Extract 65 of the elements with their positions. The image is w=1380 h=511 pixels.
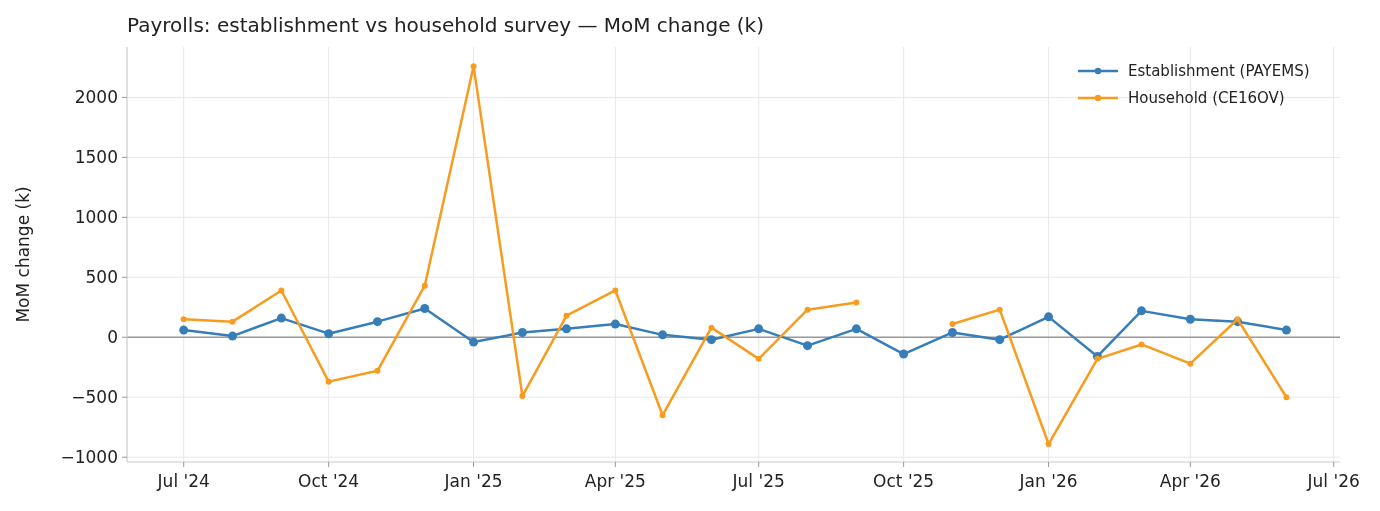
point bbox=[1281, 325, 1291, 335]
point bbox=[1185, 314, 1195, 324]
point bbox=[803, 341, 813, 351]
point bbox=[706, 335, 716, 345]
point bbox=[853, 299, 860, 306]
point bbox=[420, 303, 430, 313]
y-tick-label: 2000 bbox=[74, 87, 118, 108]
x-tick-label: Jul '25 bbox=[731, 471, 785, 491]
point bbox=[374, 367, 381, 374]
point bbox=[325, 378, 332, 385]
point bbox=[1283, 394, 1290, 401]
point bbox=[804, 306, 811, 313]
x-tick-label: Jan '25 bbox=[443, 471, 503, 491]
y-tick-label: 500 bbox=[85, 267, 118, 288]
point bbox=[469, 337, 479, 347]
y-tick-label: 1500 bbox=[74, 147, 118, 168]
y-tick-label: 0 bbox=[107, 327, 118, 348]
y-tick-label: 1000 bbox=[74, 207, 118, 228]
point bbox=[517, 327, 527, 337]
point bbox=[996, 306, 1003, 313]
point bbox=[229, 318, 236, 325]
point bbox=[1138, 341, 1145, 348]
point bbox=[562, 324, 572, 334]
point bbox=[1137, 306, 1147, 316]
point bbox=[754, 324, 764, 334]
x-tick-label: Apr '25 bbox=[584, 471, 646, 491]
point bbox=[180, 316, 187, 323]
point bbox=[179, 325, 189, 335]
point bbox=[658, 330, 668, 340]
x-tick-label: Jul '26 bbox=[1306, 471, 1360, 491]
point bbox=[1187, 360, 1194, 367]
point bbox=[1234, 316, 1241, 323]
point bbox=[708, 324, 715, 331]
point bbox=[899, 349, 909, 359]
point bbox=[995, 335, 1005, 345]
chart-title: Payrolls: establishment vs household survey — MoM change (k) bbox=[127, 13, 765, 37]
point bbox=[278, 287, 285, 294]
x-tick-label: Apr '26 bbox=[1159, 471, 1221, 491]
legend-label: Household (CE16OV) bbox=[1128, 89, 1285, 108]
x-tick-label: Jan '26 bbox=[1018, 471, 1078, 491]
point bbox=[610, 319, 620, 329]
point bbox=[851, 324, 861, 334]
x-tick-label: Oct '25 bbox=[873, 471, 935, 491]
legend-label: Establishment (PAYEMS) bbox=[1128, 62, 1310, 81]
point bbox=[470, 63, 477, 70]
point bbox=[276, 313, 286, 323]
point bbox=[947, 327, 957, 337]
point bbox=[324, 329, 334, 339]
y-axis-title: MoM change (k) bbox=[13, 186, 33, 323]
point bbox=[612, 287, 619, 294]
point bbox=[659, 412, 666, 419]
point bbox=[372, 317, 382, 327]
point bbox=[949, 321, 956, 328]
point bbox=[519, 393, 526, 400]
y-tick-label: −500 bbox=[71, 387, 118, 408]
y-tick-label: −1000 bbox=[60, 447, 118, 468]
point bbox=[755, 355, 762, 362]
point bbox=[1044, 312, 1054, 322]
point bbox=[421, 282, 428, 289]
point bbox=[1045, 441, 1052, 448]
point bbox=[228, 331, 238, 341]
point bbox=[563, 312, 570, 319]
x-tick-label: Jul '24 bbox=[156, 471, 210, 491]
x-tick-label: Oct '24 bbox=[298, 471, 360, 491]
point bbox=[1094, 355, 1101, 362]
